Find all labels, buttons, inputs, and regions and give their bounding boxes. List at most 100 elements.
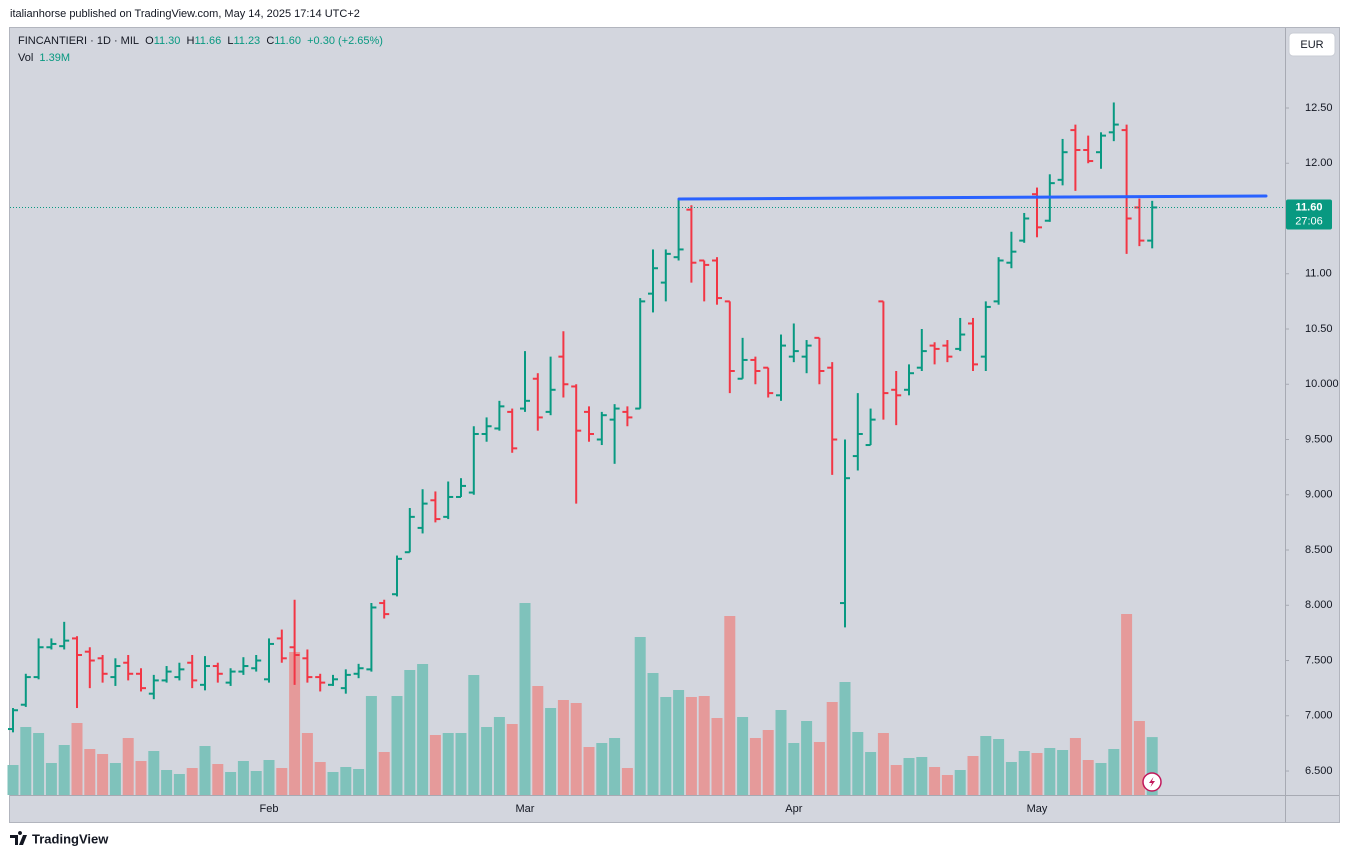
volume-bar bbox=[429, 735, 441, 795]
open-value: 11.30 bbox=[153, 35, 181, 47]
last-price: 11.60 bbox=[1296, 201, 1323, 213]
volume-bar bbox=[199, 746, 211, 795]
currency-button[interactable] bbox=[1288, 32, 1336, 57]
volume-bar bbox=[916, 757, 928, 795]
volume-bar bbox=[71, 723, 83, 795]
volume-bar bbox=[148, 751, 160, 795]
volume-bar bbox=[1082, 760, 1094, 795]
y-tick-label: 10.000 bbox=[1305, 378, 1339, 390]
volume-bar bbox=[378, 752, 390, 795]
volume-bar bbox=[161, 770, 173, 795]
volume-bar bbox=[391, 696, 403, 795]
bar-countdown: 27:06 bbox=[1295, 215, 1323, 227]
volume-bar bbox=[20, 727, 32, 795]
trend-line[interactable] bbox=[677, 194, 1268, 201]
volume-bar bbox=[532, 686, 544, 795]
symbol: FINCANTIERI · 1D · MIL bbox=[18, 35, 140, 47]
volume-bar bbox=[903, 758, 915, 795]
y-tick-label: 7.500 bbox=[1305, 654, 1333, 666]
volume-bar bbox=[506, 724, 518, 795]
volume-bar bbox=[33, 733, 45, 795]
volume-bar bbox=[941, 775, 953, 795]
volume-bar bbox=[186, 768, 198, 795]
volume-bar bbox=[1108, 749, 1120, 795]
volume-bar bbox=[711, 718, 723, 795]
volume-bar bbox=[1018, 751, 1030, 795]
y-tick-label: 7.000 bbox=[1305, 710, 1333, 722]
replay-icon[interactable] bbox=[1142, 772, 1162, 792]
volume-bar bbox=[621, 768, 633, 795]
x-tick-label: May bbox=[1027, 803, 1048, 815]
volume-bar bbox=[826, 702, 838, 795]
volume-bar bbox=[929, 767, 941, 795]
x-tick-label: Mar bbox=[516, 803, 535, 815]
volume-bar bbox=[954, 770, 966, 795]
volume-bar bbox=[173, 774, 185, 795]
change-value: +0.30 (+2.65%) bbox=[307, 35, 383, 47]
volume-value: 1.39M bbox=[39, 52, 70, 64]
y-tick-label: 9.000 bbox=[1305, 489, 1333, 501]
volume-bar bbox=[762, 730, 774, 795]
y-tick-label: 11.00 bbox=[1305, 268, 1332, 280]
volume-bar bbox=[596, 743, 608, 795]
volume-label: Vol bbox=[18, 52, 34, 64]
volume-bar bbox=[877, 733, 889, 795]
low-value: 11.23 bbox=[233, 35, 261, 47]
volume-bar bbox=[583, 747, 595, 795]
volume-bar bbox=[314, 762, 326, 795]
volume-bar bbox=[660, 697, 672, 795]
volume-bar bbox=[45, 763, 57, 795]
volume-bar bbox=[212, 764, 224, 795]
volume-bar bbox=[84, 749, 96, 795]
volume-bar bbox=[1069, 738, 1081, 795]
high-label: H bbox=[186, 35, 195, 47]
volume-bar bbox=[1044, 748, 1056, 795]
volume-bar bbox=[58, 745, 70, 795]
x-tick-label: Feb bbox=[260, 803, 279, 815]
y-tick-label: 8.000 bbox=[1305, 599, 1333, 611]
close-value: 11.60 bbox=[274, 35, 301, 47]
y-tick-label: 8.500 bbox=[1305, 544, 1333, 556]
y-tick-label: 12.00 bbox=[1305, 157, 1333, 169]
high-value: 11.66 bbox=[194, 35, 222, 47]
volume-bar bbox=[673, 690, 685, 795]
volume-bar bbox=[1095, 763, 1107, 795]
price-layer bbox=[8, 102, 1158, 733]
volume-bar bbox=[813, 742, 825, 795]
volume-bar bbox=[749, 738, 761, 795]
volume-bar bbox=[698, 696, 710, 795]
volume-bar bbox=[109, 763, 121, 795]
open-label: O bbox=[145, 35, 154, 47]
y-tick-label: 12.50 bbox=[1305, 102, 1333, 114]
y-tick-label: 10.50 bbox=[1305, 323, 1333, 335]
volume-bar bbox=[801, 721, 813, 795]
volume-bar bbox=[685, 697, 697, 795]
volume-bar bbox=[417, 664, 429, 795]
y-tick-label: 6.500 bbox=[1305, 765, 1333, 777]
symbol-legend: FINCANTIERI · 1D · MIL O11.30 H11.66 L11… bbox=[18, 35, 383, 47]
volume-bar bbox=[852, 732, 864, 795]
brand-logo bbox=[10, 831, 27, 845]
y-tick-label: 9.500 bbox=[1305, 433, 1333, 445]
volume-bar bbox=[301, 733, 313, 795]
volume-legend: Vol 1.39M bbox=[18, 52, 70, 64]
volume-bar bbox=[788, 743, 800, 795]
volume-bar bbox=[122, 738, 134, 795]
volume-bar bbox=[545, 708, 557, 795]
volume-bar bbox=[647, 673, 659, 795]
volume-bar bbox=[1146, 737, 1158, 795]
currency: EUR bbox=[1300, 39, 1323, 51]
last-price-box bbox=[1286, 199, 1332, 230]
volume-layer bbox=[7, 603, 1158, 795]
volume-bar bbox=[468, 675, 480, 795]
volume-bar bbox=[442, 733, 454, 795]
volume-bar bbox=[135, 761, 147, 795]
volume-bar bbox=[250, 771, 262, 795]
volume-bar bbox=[993, 739, 1005, 795]
volume-bar bbox=[263, 760, 275, 795]
volume-bar bbox=[97, 754, 109, 795]
volume-bar bbox=[570, 703, 582, 795]
volume-bar bbox=[967, 756, 979, 795]
